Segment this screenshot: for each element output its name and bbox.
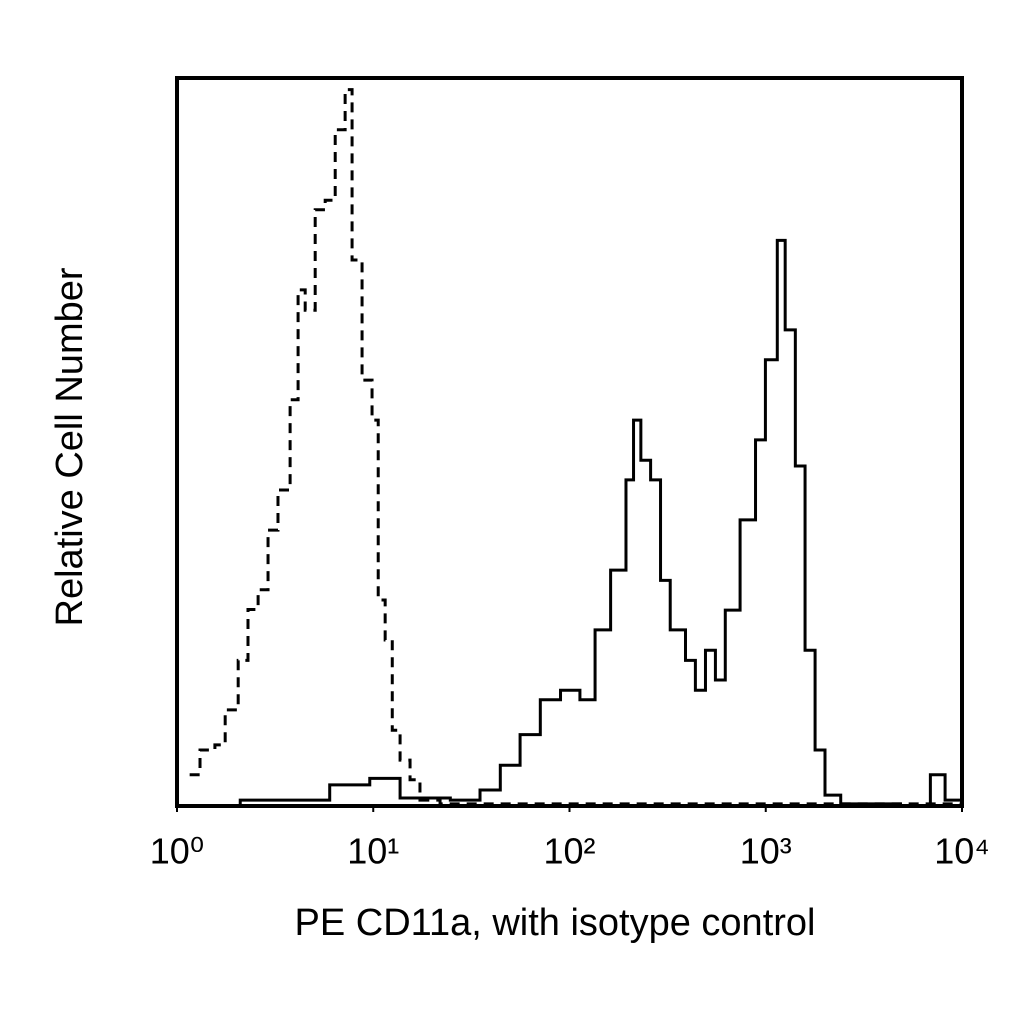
histogram-line — [177, 238, 964, 808]
plot-frame — [175, 76, 964, 808]
histogram-line — [189, 88, 962, 806]
x-axis-label: PE CD11a, with isotype control — [295, 902, 816, 944]
x-tick-label: 10² — [543, 831, 595, 872]
x-tick-label: 10⁰ — [150, 831, 204, 872]
y-axis-label: Relative Cell Number — [49, 267, 91, 626]
x-tick-label: 10¹ — [347, 831, 399, 872]
x-tick-label: 10⁴ — [934, 831, 990, 872]
x-tick-label: 10³ — [740, 831, 792, 872]
